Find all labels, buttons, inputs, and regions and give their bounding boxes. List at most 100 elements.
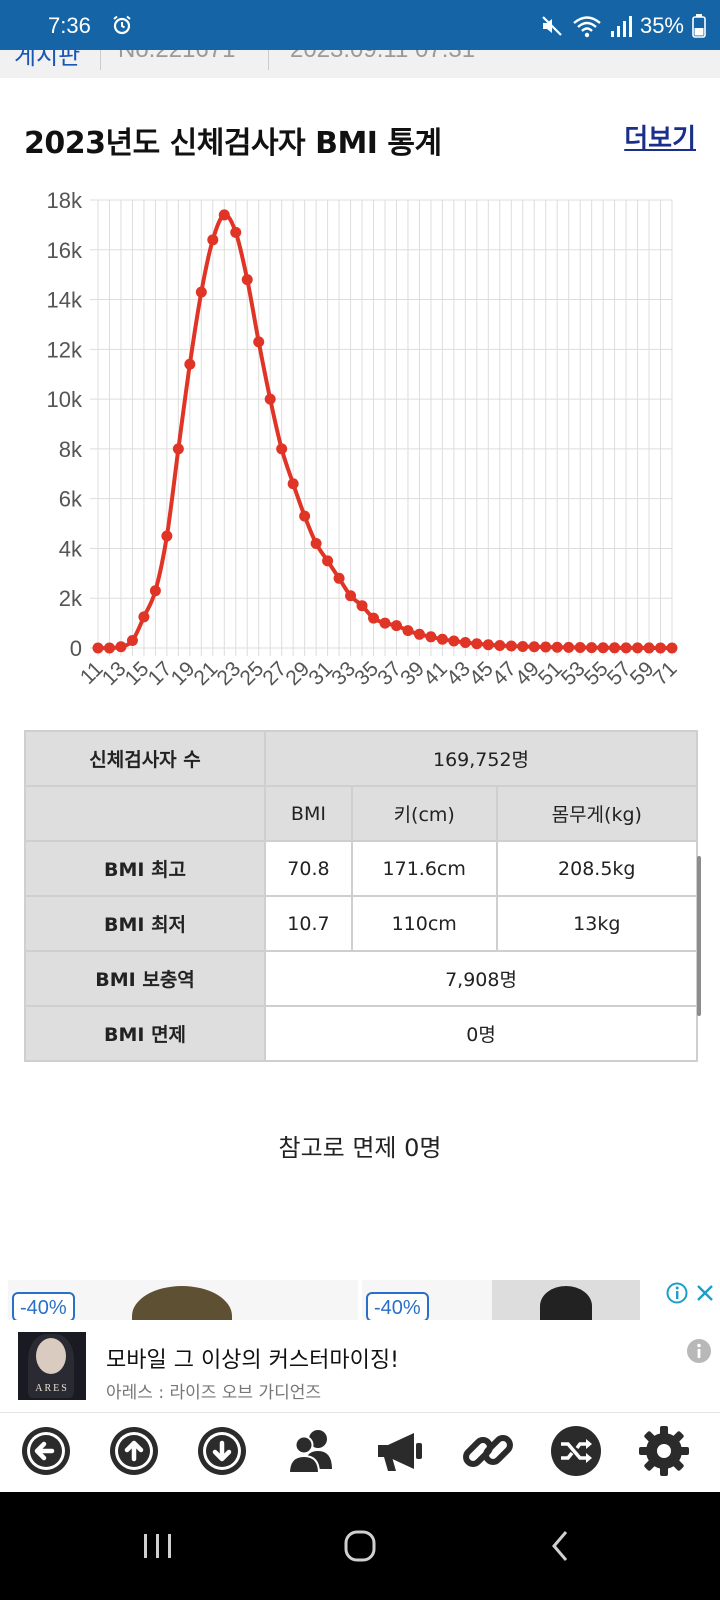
scroll-down-icon [198,1427,246,1475]
scroll-up-button[interactable] [106,1423,162,1479]
chart-point [459,637,471,649]
chart-point [230,226,242,238]
home-icon [344,1530,376,1562]
settings-gear-icon [639,1426,689,1476]
chart-point [517,641,529,653]
chart-y-tick-label: 10k [47,387,83,412]
chart-point [241,274,253,286]
chart-point [632,642,644,654]
chart-point [264,393,276,405]
system-nav-bar [0,1492,720,1600]
chart-point [92,642,104,654]
table-row: BMI 보충역 7,908명 [23,950,698,1007]
ad-info-icon[interactable] [686,1338,712,1364]
chart-point [505,640,517,652]
chart-y-tick-label: 0 [70,636,82,661]
shuffle-icon [551,1426,601,1476]
chart-y-tick-label: 18k [47,188,83,213]
back-nav-icon [552,1531,568,1561]
chart-point [184,358,196,370]
ad-product-image [132,1286,232,1320]
meta-divider [268,50,269,70]
chart-point [103,642,115,654]
bmi-max-label: BMI 최고 [23,840,267,897]
wifi-icon [573,16,601,38]
bmi-reserve-value: 7,908명 [264,950,698,1007]
megaphone-icon [378,1433,422,1471]
bmi-min-label: BMI 최저 [23,895,267,952]
chart-point [345,590,357,602]
bmi-line-chart: 0 2k 4k 6k 8k 10k 12k 14k 16k 18k 111315171921232… [47,188,682,690]
chart-point [195,286,207,298]
chart-x-axis: 1113151719212325272931333537394143454749… [76,657,682,690]
ad-close-icon[interactable] [694,1282,716,1304]
chart-y-tick-label: 16k [47,238,83,263]
chart-point [218,209,230,221]
chart-point [482,639,494,651]
examinee-count-label: 신체검사자 수 [23,730,267,787]
bmi-exempt-label: BMI 면제 [23,1005,267,1062]
chart-point [172,443,184,455]
bmi-max-height: 171.6cm [350,840,498,897]
chart-points [92,209,678,654]
chart-x-tick-label: 71 [649,657,682,690]
post-datetime: 2023.09.11 07:31 [290,50,475,64]
chart-point [655,642,667,654]
bmi-max-weight: 208.5kg [495,840,699,897]
scroll-up-icon [110,1427,158,1475]
ad-product-card[interactable]: -40% [362,1280,640,1320]
chart-point [448,635,460,647]
link-button[interactable] [460,1423,516,1479]
back-button[interactable] [18,1423,74,1479]
adchoices-icon[interactable] [666,1282,688,1304]
chart-point [253,336,265,348]
battery-icon [692,14,706,38]
chart-y-tick-label: 6k [59,487,83,512]
recent-apps-button[interactable] [128,1522,188,1572]
bottom-toolbar [0,1412,720,1492]
chart-point [425,631,437,643]
signal-icon [610,16,632,37]
table-row: BMI 최고 70.8 171.6cm 208.5kg [23,840,699,897]
ad-advertiser: 아레스 : 라이즈 오브 가디언즈 [106,1383,322,1403]
chart-point [643,642,655,654]
col-header-bmi: BMI [264,785,353,842]
chart-point [528,641,540,653]
ad-discount-badge: -40% [366,1292,429,1320]
back-nav-button[interactable] [532,1522,592,1572]
chart-point [310,537,322,549]
chart-point [494,640,506,652]
ad-area[interactable]: -40% -40% ARES 모바일 그 이상의 커스터마이징! 아레스 : 라… [0,1280,720,1408]
table-row: 신체검사자 수 169,752명 [23,730,698,787]
link-icon [463,1435,513,1467]
table-scrollbar[interactable] [697,856,701,1016]
settings-button[interactable] [636,1423,692,1479]
bmi-stats-table: 신체검사자 수 169,752명 BMI 키(cm) 몸무게(kg) BMI 최… [23,730,699,1062]
chart-point [609,642,621,654]
home-button[interactable] [330,1522,390,1572]
chart-point [666,642,678,654]
chart-point [287,478,299,490]
ad-thumbnail-logo: ARES [35,1383,69,1394]
ad-banner[interactable]: ARES 모바일 그 이상의 커스터마이징! 아레스 : 라이즈 오브 가디언즈 [0,1320,720,1408]
chart-point [620,642,632,654]
chart-point [471,638,483,650]
mute-icon [542,16,562,36]
chart-point [551,641,563,653]
chart-point [276,443,288,455]
section-title: 2023년도 신체검사자 BMI 통계 [24,126,442,161]
users-button[interactable] [284,1423,340,1479]
scroll-down-button[interactable] [194,1423,250,1479]
chart-point [436,633,448,645]
chart-y-tick-label: 2k [59,586,83,611]
bmi-max-value: 70.8 [264,840,353,897]
recent-apps-icon [144,1534,171,1558]
chart-y-tick-label: 14k [47,288,83,313]
bmi-reserve-label: BMI 보충역 [23,950,267,1007]
more-link[interactable]: 더보기 [624,124,696,154]
ad-headline[interactable]: 모바일 그 이상의 커스터마이징! [106,1348,399,1373]
shuffle-button[interactable] [548,1423,604,1479]
ad-product-card[interactable]: -40% [8,1280,358,1320]
announcement-button[interactable] [372,1423,428,1479]
post-category[interactable]: 게시판 [14,50,81,70]
